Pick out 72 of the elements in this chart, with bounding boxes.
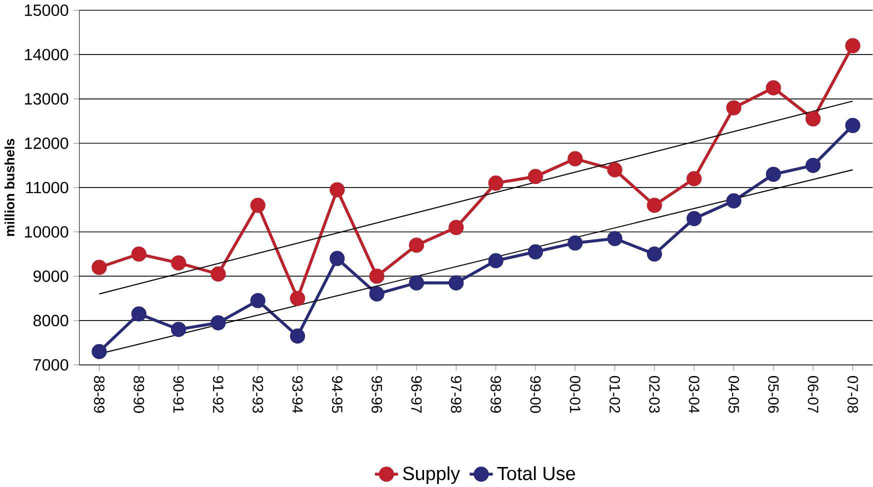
point [369, 286, 384, 302]
legend-label: Supply [403, 466, 460, 484]
x-tick-label: 07-08 [847, 376, 858, 413]
y-axis-title: million bushels [4, 138, 14, 236]
point [607, 230, 622, 246]
point [845, 38, 860, 54]
point [131, 246, 146, 262]
y-tick-label: 10000 [24, 226, 68, 238]
x-tick-label: 01-02 [610, 376, 620, 412]
x-tick-label: 92-93 [252, 376, 264, 413]
point [250, 198, 266, 213]
x-tick-label: 00-01 [570, 376, 580, 413]
point [408, 237, 424, 253]
y-tick-label: 9000 [34, 270, 68, 282]
point [170, 322, 186, 337]
point [488, 175, 504, 190]
point [290, 290, 306, 306]
point [568, 150, 583, 166]
x-tick-label: 99-00 [530, 376, 541, 413]
point [646, 198, 662, 213]
point [568, 235, 583, 250]
y-tick-label: 12000 [24, 137, 68, 149]
x-tick-label: 93-94 [292, 376, 303, 413]
x-tick-label: 98-99 [490, 376, 502, 413]
x-tick-label: 89-90 [134, 376, 144, 413]
point [766, 166, 782, 182]
point [806, 158, 821, 173]
point [646, 246, 662, 262]
point [766, 80, 782, 96]
point [726, 100, 742, 116]
x-tick-label: 88-89 [94, 376, 104, 413]
x-tick-label: 97-98 [450, 376, 462, 413]
x-tick-label: 06-07 [808, 376, 818, 412]
point [131, 306, 146, 322]
point [448, 275, 464, 290]
point [250, 292, 266, 308]
y-tick-label: 13000 [24, 92, 68, 104]
point [92, 344, 107, 359]
point [806, 111, 821, 126]
y-tick-label: 15000 [24, 4, 68, 16]
point [686, 170, 702, 186]
y-tick-label: 14000 [24, 48, 68, 60]
point [330, 182, 345, 198]
legend-label: Total Use [497, 466, 575, 480]
point [369, 268, 384, 284]
point [726, 193, 742, 208]
x-tick-label: 94-95 [332, 376, 342, 413]
point [92, 260, 107, 275]
point [210, 314, 226, 330]
point [686, 210, 702, 226]
point [528, 168, 544, 184]
point [448, 220, 464, 235]
point [528, 244, 544, 260]
point [330, 250, 345, 266]
x-tick-label: 90-91 [173, 376, 184, 413]
y-tick-label: 8000 [33, 314, 68, 326]
point [170, 255, 186, 270]
x-tick-label: 03-04 [688, 376, 700, 413]
x-tick-label: 96-97 [411, 376, 422, 412]
x-tick-label: 05-06 [768, 376, 779, 413]
y-tick-label: 7000 [34, 358, 68, 370]
x-tick-label: 02-03 [649, 376, 660, 413]
x-tick-label: 95-96 [372, 376, 382, 413]
point [607, 162, 622, 178]
point [290, 328, 306, 344]
x-tick-label: 04-05 [728, 376, 740, 413]
point [488, 252, 504, 268]
point [210, 266, 226, 282]
x-tick-label: 91-92 [212, 376, 224, 412]
point [408, 275, 424, 290]
point [845, 118, 860, 133]
y-tick-label: 11000 [26, 182, 68, 194]
